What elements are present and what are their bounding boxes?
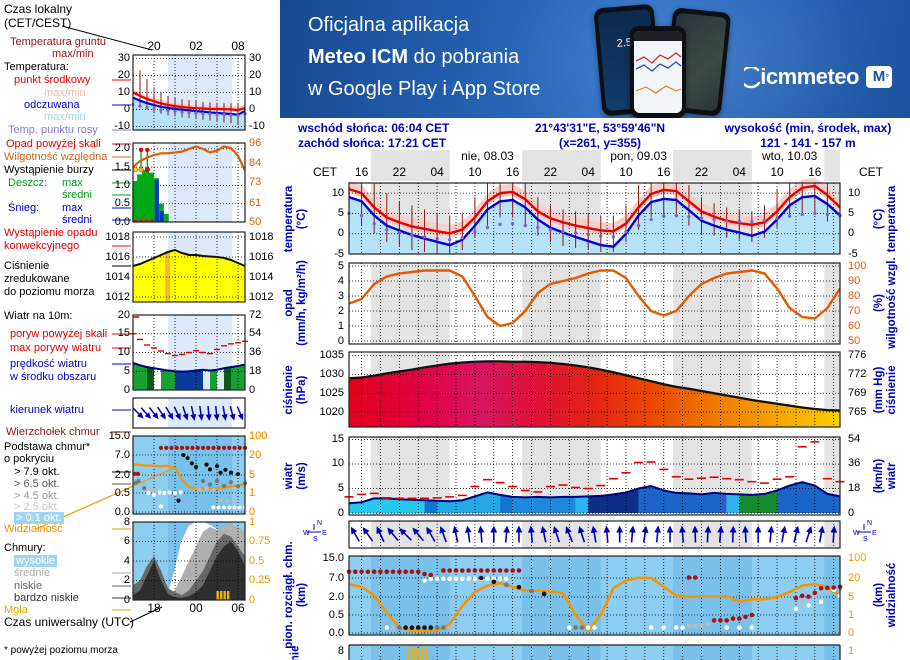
banner-line-2: Meteo ICM do pobrania: [308, 46, 540, 69]
logo-badge: M °: [866, 66, 892, 88]
phone-mockup-center: [630, 26, 686, 118]
banner-app-name: Meteo ICM: [308, 46, 408, 68]
svg-text:E: E: [872, 530, 877, 537]
svg-text:N: N: [317, 520, 322, 527]
altitude-label: wysokość (min, środek, max): [724, 121, 892, 135]
svg-text:W: W: [853, 530, 860, 537]
altitude-info: wysokość (min, środek, max) 121 - 141 - …: [718, 121, 898, 151]
app-banner[interactable]: Oficjalna aplikacja Meteo ICM do pobrani…: [280, 0, 910, 118]
coords-text: 21°43'31"E, 53°59'46"N: [534, 121, 666, 135]
banner-line-2-rest: do pobrania: [408, 46, 520, 68]
location-coords: 21°43'31"E, 53°59'46"N (x=261, y=355): [510, 121, 690, 151]
logo-badge-letter: M: [872, 68, 886, 85]
grid-xy-text: (x=261, y=355): [558, 136, 642, 150]
sunset-text: zachód słońca: 17:21 CET: [298, 136, 447, 150]
sunrise-text: wschód słońca: 06:04 CET: [298, 121, 450, 135]
phone-screen-meteogram: [634, 31, 682, 113]
svg-text:N: N: [867, 520, 872, 527]
svg-text:S: S: [313, 536, 318, 543]
icmmeteo-logo: icmmeteo M °: [740, 64, 892, 90]
svg-text:S: S: [863, 536, 868, 543]
banner-line-3: w Google Play i App Store: [308, 78, 541, 100]
banner-line-1: Oficjalna aplikacja: [308, 14, 470, 36]
svg-text:W: W: [303, 530, 310, 537]
banner-text: Oficjalna aplikacja Meteo ICM do pobrani…: [308, 14, 540, 101]
altitude-values: 121 - 141 - 157 m: [760, 136, 856, 150]
logo-text: icmmeteo: [760, 64, 859, 89]
svg-text:E: E: [322, 530, 327, 537]
phone-mini-chart: [634, 31, 682, 94]
logo-badge-degree: °: [885, 73, 889, 82]
sun-times: wschód słońca: 06:04 CET zachód słońca: …: [298, 121, 449, 151]
